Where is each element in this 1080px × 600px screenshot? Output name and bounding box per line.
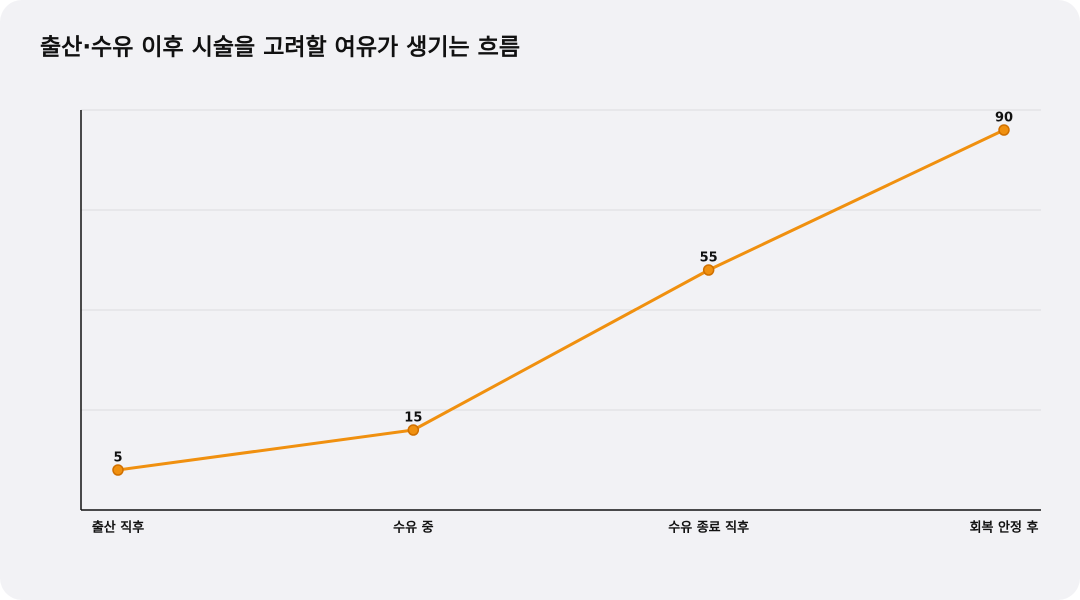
value-label: 5 — [113, 451, 122, 466]
x-tick-label: 출산 직후 — [92, 520, 144, 536]
x-tick-label: 수유 종료 직후 — [668, 520, 749, 536]
value-label: 15 — [404, 411, 422, 426]
value-label: 55 — [700, 251, 718, 266]
point — [998, 124, 1010, 136]
x-tick-label: 수유 중 — [393, 521, 433, 536]
point — [112, 464, 124, 476]
chart-title: 출산·수유 이후 시술을 고려할 여유가 생기는 흐름 — [40, 35, 520, 61]
point — [702, 264, 715, 276]
x-tick-label: 회복 안정 후 — [970, 520, 1039, 536]
point — [407, 424, 420, 436]
value-label: 90 — [995, 111, 1013, 126]
line — [117, 128, 1005, 472]
